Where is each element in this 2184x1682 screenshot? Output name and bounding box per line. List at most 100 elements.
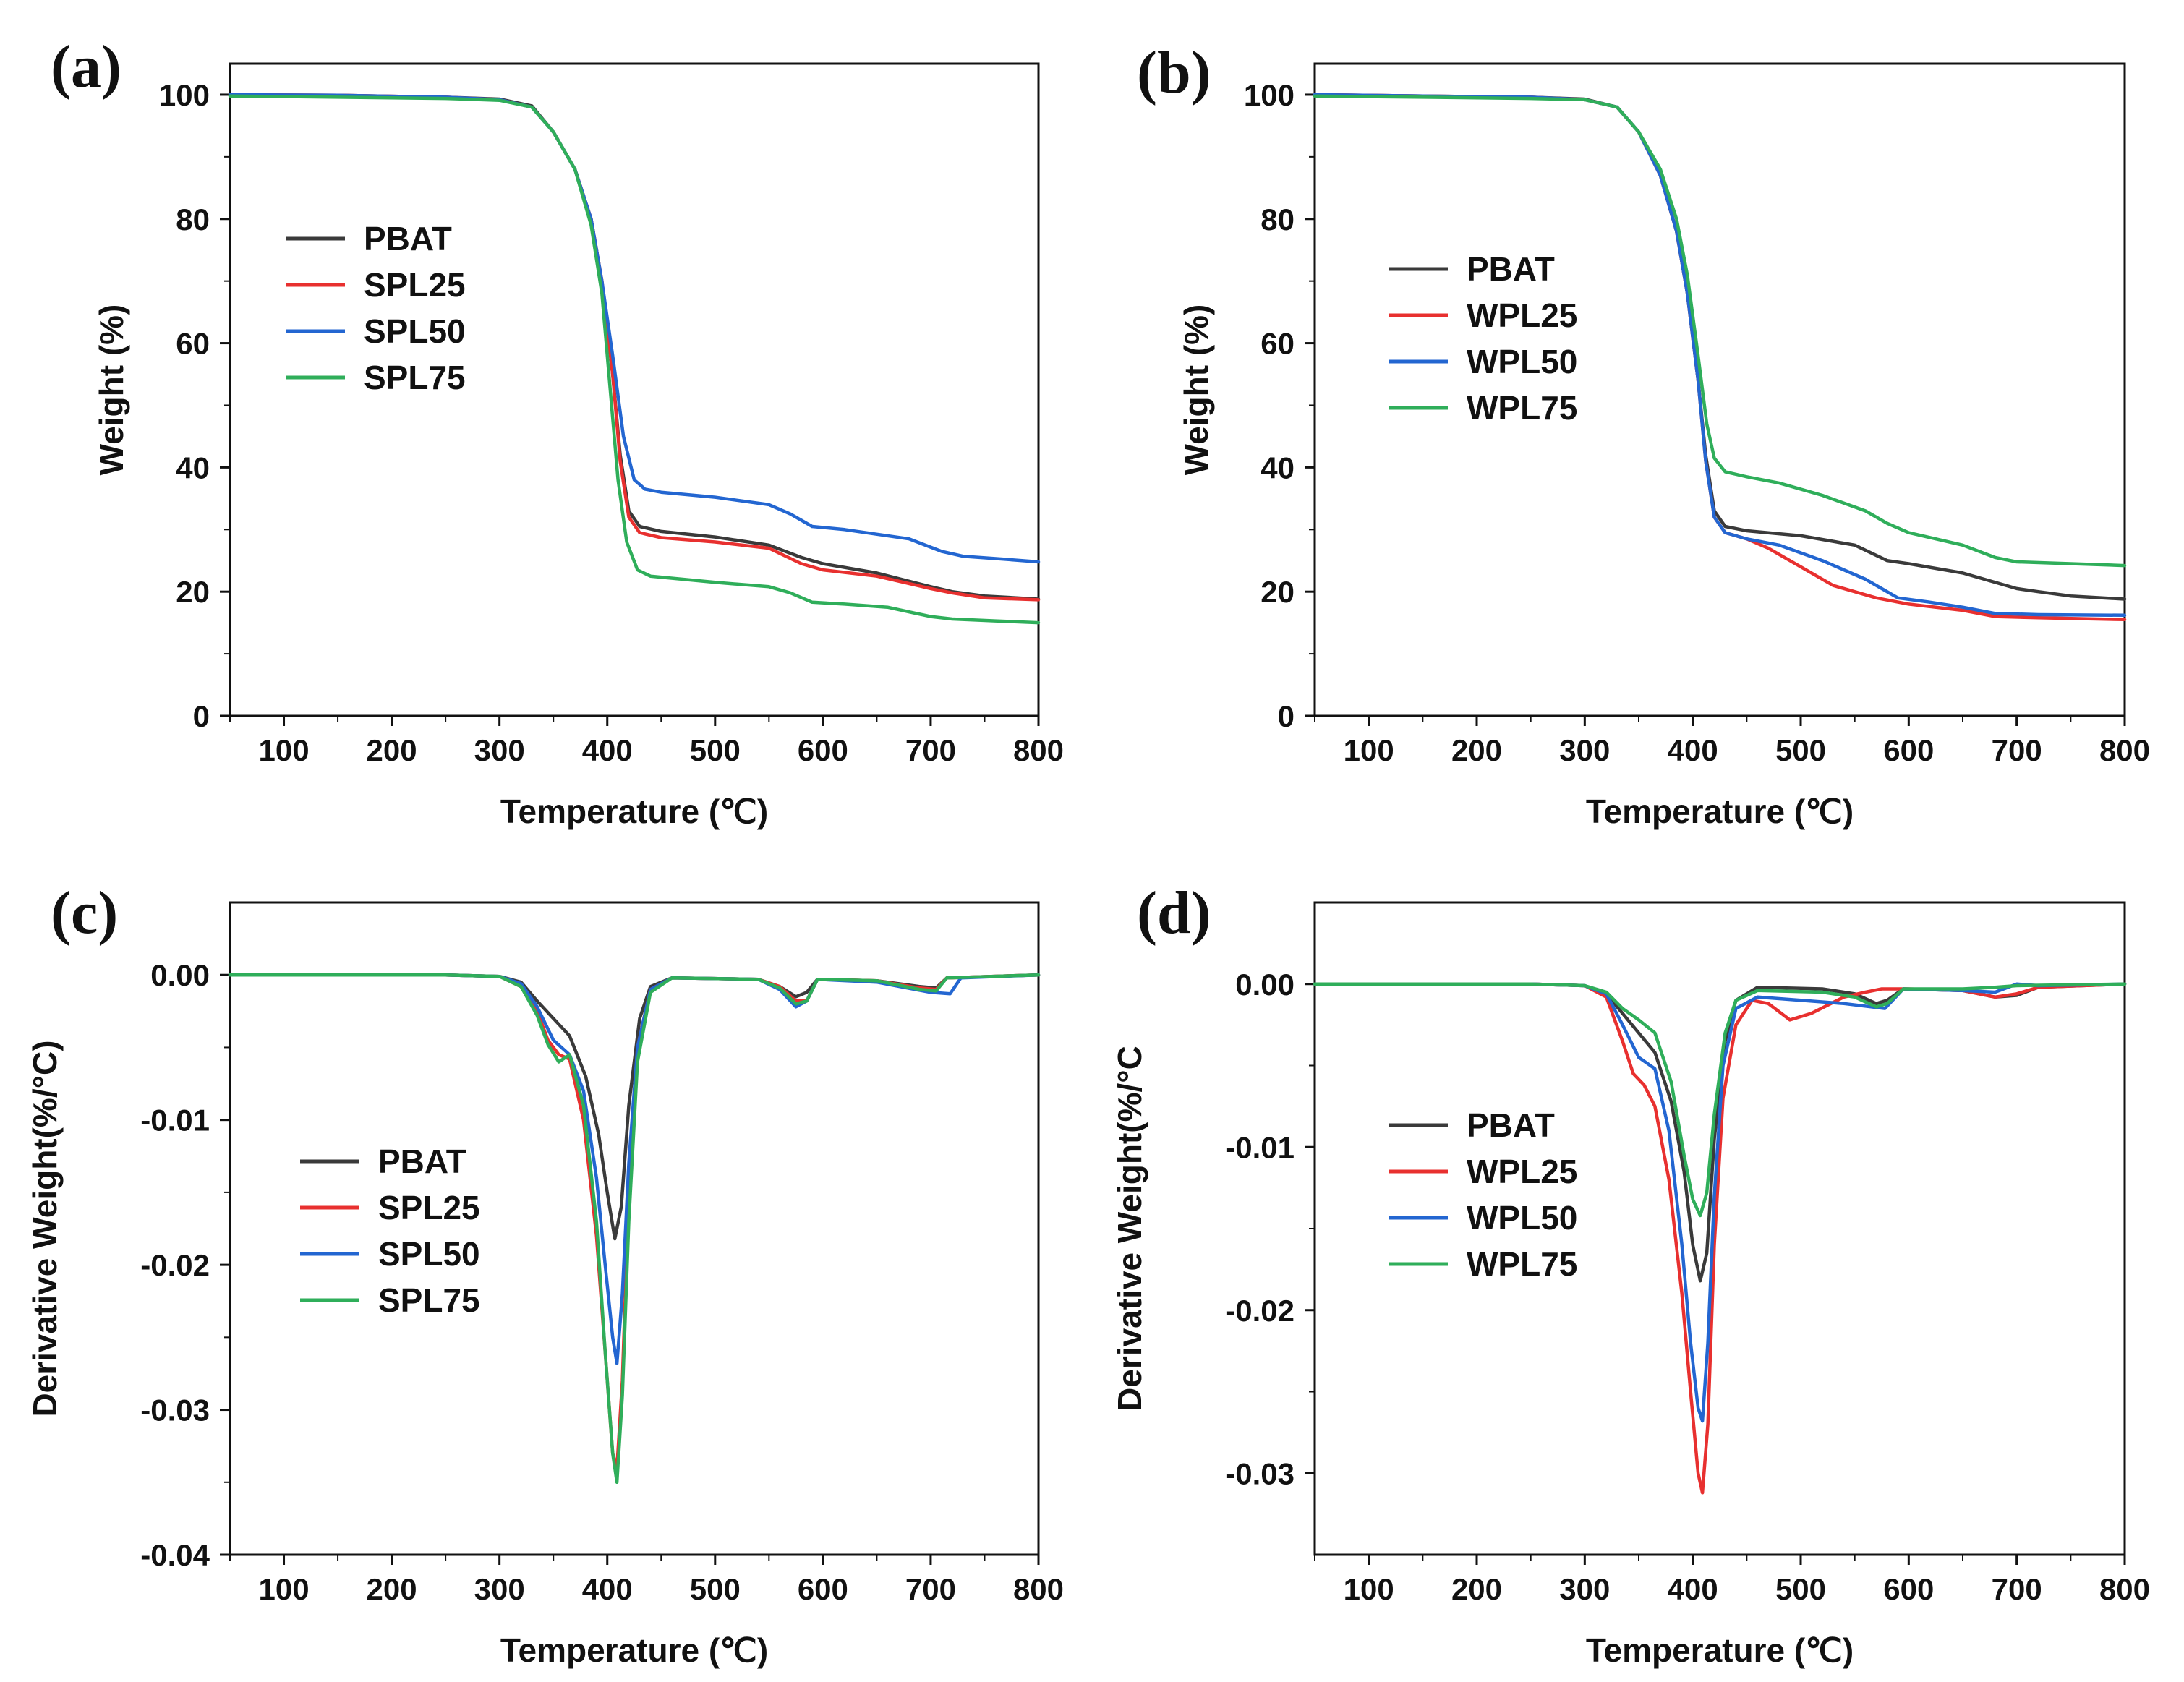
legend-label-wpl75: WPL75 <box>1467 1245 1577 1283</box>
x-tick-label: 700 <box>1992 733 2042 767</box>
y-tick-label: 0.00 <box>150 958 210 992</box>
x-tick-label: 500 <box>690 1572 741 1606</box>
y-tick-label: 0.00 <box>1235 968 1294 1002</box>
y-tick-label: -0.02 <box>1225 1294 1294 1328</box>
y-tick-label: -0.02 <box>140 1248 210 1282</box>
x-tick-label: 800 <box>2099 733 2150 767</box>
series-line-spl75 <box>228 973 1041 1485</box>
x-tick-label: 700 <box>1992 1572 2042 1606</box>
y-axis-title: Derivative Weight(%/°C <box>1111 1046 1148 1412</box>
panel-c-dtg-spl: 100 200 300 400 500 600 700 800 0.00 -0.01 -0.02 -0… <box>26 879 1064 1669</box>
series-line-spl75 <box>228 94 1041 625</box>
y-tick-label: 100 <box>159 78 210 112</box>
plot-frame <box>1313 62 2126 717</box>
x-tick-label: 800 <box>2099 1572 2150 1606</box>
panel-b-tga-wpl: 100 200 300 400 500 600 700 800 0 20 40 60 80 100 Temp… <box>1137 39 2150 830</box>
y-axis-title: Derivative Weight(%/°C) <box>26 1040 64 1417</box>
x-tick-label: 600 <box>1883 1572 1934 1606</box>
legend-label-wpl25: WPL25 <box>1467 1153 1577 1190</box>
y-axis-title: Weight (%) <box>93 304 130 476</box>
x-axis-title: Temperature (℃) <box>1586 793 1854 830</box>
y-tick-label: 40 <box>1261 451 1294 484</box>
series-line-spl25 <box>228 93 1041 602</box>
x-tick-label: 100 <box>258 1572 309 1606</box>
panel-label: (c) <box>51 879 118 947</box>
plot-frame <box>1313 901 2126 1556</box>
x-tick-label: 600 <box>1883 733 1934 767</box>
x-tick-label: 400 <box>582 733 633 767</box>
legend-label-wpl50: WPL50 <box>1467 1199 1577 1237</box>
series-line-spl50 <box>228 973 1041 1365</box>
panel-d-dtg-wpl: 100 200 300 400 500 600 700 800 0.00 -0.01 -0.02 -0… <box>1111 879 2150 1669</box>
y-tick-label: -0.01 <box>140 1103 210 1137</box>
legend-label-spl25: SPL25 <box>364 266 466 304</box>
x-tick-label: 500 <box>1775 733 1826 767</box>
x-tick-label: 300 <box>1559 1572 1610 1606</box>
y-tick-label: -0.01 <box>1225 1130 1294 1164</box>
plot-frame <box>229 62 1040 717</box>
series-line-wpl75 <box>1313 94 2127 568</box>
x-tick-label: 400 <box>1668 1572 1718 1606</box>
legend-label-spl25: SPL25 <box>378 1189 480 1226</box>
panel-label: (b) <box>1137 39 1211 106</box>
x-tick-label: 200 <box>1451 1572 1502 1606</box>
x-axis-title: Temperature (℃) <box>1586 1631 1854 1669</box>
x-tick-label: 100 <box>1344 1572 1394 1606</box>
x-tick-label: 200 <box>367 733 417 767</box>
x-tick-label: 400 <box>582 1572 633 1606</box>
legend-label-pbat: PBAT <box>378 1143 466 1180</box>
y-tick-label: 20 <box>1261 575 1294 609</box>
x-tick-label: 800 <box>1013 733 1064 767</box>
x-tick-label: 800 <box>1013 1572 1064 1606</box>
x-tick-label: 500 <box>1775 1572 1826 1606</box>
y-tick-label: -0.04 <box>140 1538 210 1572</box>
y-tick-label: -0.03 <box>1225 1456 1294 1490</box>
y-tick-label: 40 <box>176 451 210 484</box>
plot-frame <box>229 901 1040 1556</box>
series-line-wpl50 <box>1313 982 2127 1423</box>
y-tick-label: 80 <box>176 202 210 236</box>
series-line-wpl50 <box>1313 93 2127 618</box>
x-tick-label: 300 <box>474 733 525 767</box>
series-line-wpl75 <box>1313 982 2127 1218</box>
x-tick-label: 200 <box>1451 733 1502 767</box>
x-axis-title: Temperature (℃) <box>500 793 768 830</box>
legend-label-pbat: PBAT <box>1467 250 1555 288</box>
y-tick-label: 20 <box>176 575 210 609</box>
legend-label-spl50: SPL50 <box>378 1235 480 1273</box>
panel-a-tga-spl: 100 200 300 400 500 600 700 800 0 20 40 60 80 100 Temp… <box>51 33 1064 830</box>
series-line-wpl25 <box>1313 982 2127 1495</box>
y-tick-label: -0.03 <box>140 1393 210 1427</box>
y-tick-label: 0 <box>193 699 210 733</box>
y-axis-title: Weight (%) <box>1177 304 1215 476</box>
x-tick-label: 100 <box>258 733 309 767</box>
series-line-wpl25 <box>1313 93 2127 622</box>
panel-label: (d) <box>1137 879 1211 947</box>
x-tick-label: 700 <box>905 733 956 767</box>
x-tick-label: 100 <box>1344 733 1394 767</box>
legend-label-pbat: PBAT <box>364 220 452 257</box>
x-tick-label: 200 <box>367 1572 417 1606</box>
series-line-spl50 <box>228 93 1041 564</box>
legend-label-spl75: SPL75 <box>378 1281 480 1319</box>
legend-label-spl50: SPL50 <box>364 312 466 350</box>
legend-label-wpl50: WPL50 <box>1467 343 1577 380</box>
legend-label-wpl75: WPL75 <box>1467 389 1577 427</box>
y-tick-label: 100 <box>1244 78 1294 112</box>
legend-label-pbat: PBAT <box>1467 1106 1555 1144</box>
legend-label-wpl25: WPL25 <box>1467 296 1577 334</box>
x-tick-label: 600 <box>798 733 848 767</box>
x-tick-label: 600 <box>798 1572 848 1606</box>
y-tick-label: 0 <box>1278 699 1294 733</box>
x-tick-label: 300 <box>1559 733 1610 767</box>
x-tick-label: 700 <box>905 1572 956 1606</box>
y-tick-label: 60 <box>1261 327 1294 361</box>
y-tick-label: 80 <box>1261 202 1294 236</box>
legend-label-spl75: SPL75 <box>364 359 466 396</box>
y-tick-label: 60 <box>176 327 210 361</box>
x-tick-label: 400 <box>1668 733 1718 767</box>
x-axis-title: Temperature (℃) <box>500 1631 768 1669</box>
panel-label: (a) <box>51 33 121 101</box>
x-tick-label: 500 <box>690 733 741 767</box>
